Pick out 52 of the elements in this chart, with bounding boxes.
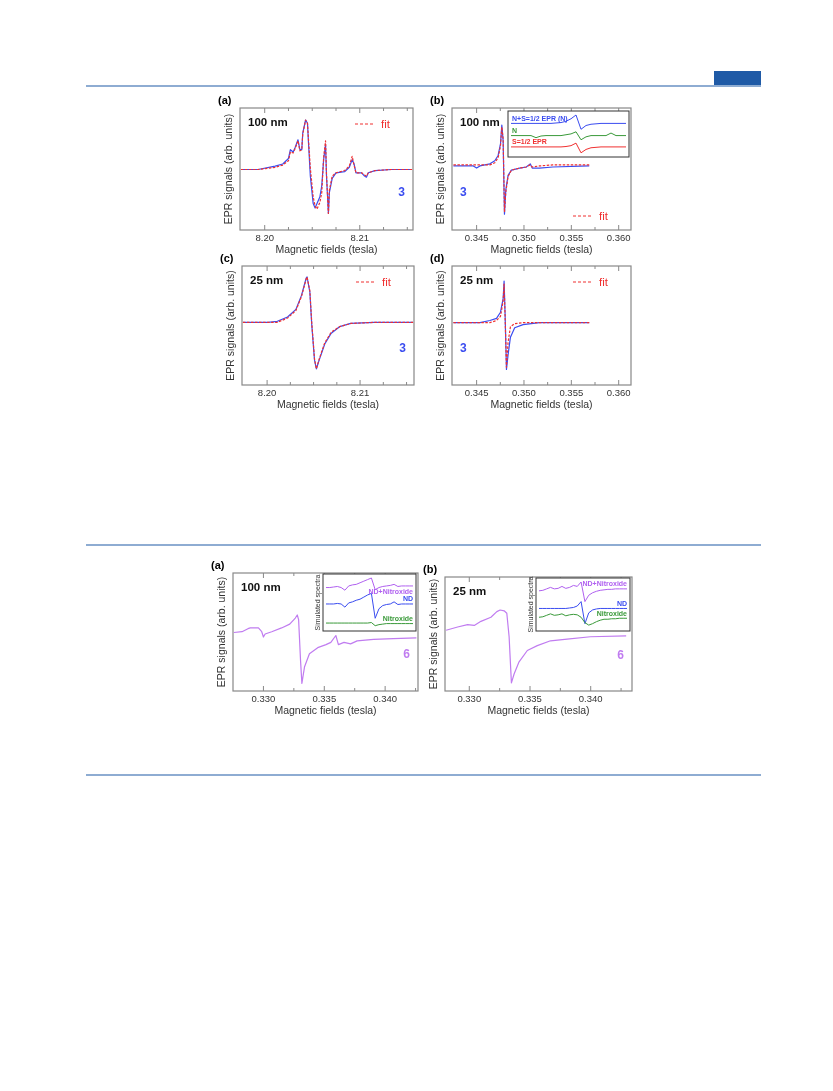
x-tick-label: 8.20 [257, 387, 277, 398]
x-tick-label: 0.360 [606, 232, 631, 243]
y-axis-title: EPR signals (arb. units) [434, 270, 446, 381]
legend-label: fit [382, 276, 392, 288]
x-axis-title: Magnetic fields (tesla) [276, 398, 380, 410]
y-axis-title: EPR signals (arb. units) [427, 578, 439, 690]
annotation: 25 nm [460, 274, 494, 286]
legend-label: fit [599, 276, 609, 288]
x-tick-label: 0.340 [578, 693, 603, 704]
x-tick-label: 8.21 [350, 387, 370, 398]
x-tick-label: 0.340 [373, 693, 398, 704]
legend-label: fit [381, 118, 391, 130]
x-axis-title: Magnetic fields (tesla) [275, 243, 378, 255]
x-tick-label: 0.360 [606, 387, 631, 398]
chart-title: (c) [220, 252, 234, 264]
y-axis-title: EPR signals (arb. units) [222, 113, 234, 225]
chart-title: (a) [211, 559, 225, 571]
x-tick-label: 0.345 [464, 232, 489, 243]
x-tick-label: 0.335 [518, 693, 542, 704]
series-label: 3 [460, 184, 467, 199]
text: 100 nm [241, 581, 281, 593]
y-axis-title: EPR signals (arb. units) [215, 576, 227, 688]
chart-title: (b) [430, 94, 445, 106]
x-axis-title: Magnetic fields (tesla) [487, 704, 590, 716]
x-tick-label: 8.20 [255, 232, 274, 243]
annotation: 100 nm [460, 116, 500, 128]
x-tick-label: 0.345 [464, 387, 489, 398]
y-axis-title: EPR signals (arb. units) [224, 270, 236, 381]
series-label: 3 [398, 184, 406, 199]
x-tick-label: 0.350 [512, 232, 536, 243]
legend-label: fit [599, 210, 609, 222]
series-label: 6 [403, 646, 411, 661]
x-tick-label: 0.355 [559, 387, 584, 398]
series-label: 3 [460, 340, 467, 355]
x-tick-label: 0.330 [251, 693, 276, 704]
x-axis-title: Magnetic fields (tesla) [274, 704, 377, 716]
chart-title: (b) [423, 563, 438, 575]
chart-title: (d) [430, 252, 445, 264]
x-tick-label: 0.335 [312, 693, 337, 704]
x-axis-title: Magnetic fields (tesla) [490, 398, 593, 410]
chart-title: (a) [218, 94, 232, 106]
annotation: 25 nm [250, 274, 284, 286]
series-label: 3 [399, 340, 407, 355]
x-tick-label: 0.355 [559, 232, 584, 243]
x-tick-label: 8.21 [350, 232, 370, 243]
x-tick-label: 0.350 [512, 387, 536, 398]
text: 25 nm [453, 585, 487, 597]
annotation: 100 nm [248, 116, 288, 128]
series-label: 6 [617, 648, 625, 663]
x-tick-label: 0.330 [457, 693, 482, 704]
y-axis-title: EPR signals (arb. units) [434, 113, 446, 225]
x-axis-title: Magnetic fields (tesla) [490, 243, 593, 255]
